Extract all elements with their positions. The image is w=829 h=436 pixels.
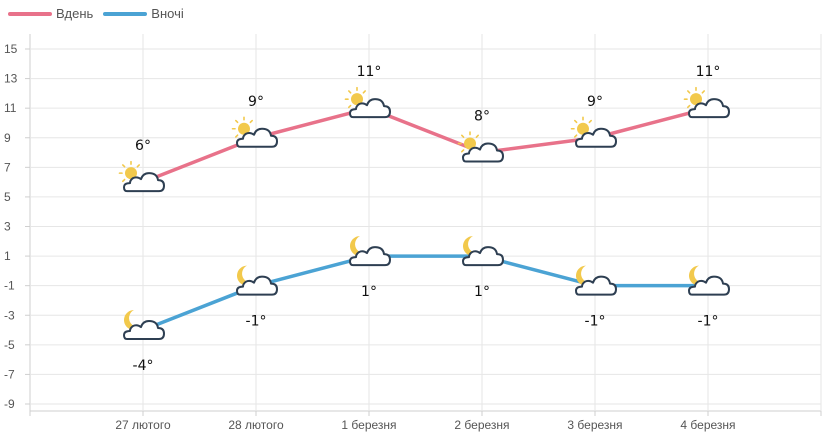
y-tick-label: 15 xyxy=(4,42,18,56)
data-labels: 6° 9° 11° 8° 9° 11° -4° -1° 1° 1° -1° -1° xyxy=(133,64,721,374)
moon-behind-cloud-icon xyxy=(688,265,730,296)
y-tick-label: 7 xyxy=(4,160,11,174)
x-tick-label: 3 березня xyxy=(567,418,622,432)
legend-swatch-day xyxy=(8,11,52,16)
data-label: 1° xyxy=(361,284,377,300)
x-tick-label: 4 березня xyxy=(680,418,735,432)
data-label: 11° xyxy=(696,64,721,80)
x-axis: 27 лютого 28 лютого 1 березня 2 березня 3 бе… xyxy=(115,418,735,432)
sun-behind-cloud-icon xyxy=(457,131,504,163)
moon-behind-cloud-icon xyxy=(462,236,504,267)
sun-behind-cloud-icon xyxy=(231,116,278,148)
y-tick-label: 1 xyxy=(4,249,11,263)
sun-behind-cloud-icon xyxy=(344,86,391,119)
y-tick-label: -5 xyxy=(4,338,15,352)
y-tick-label: 11 xyxy=(4,101,17,115)
y-tick-label: 3 xyxy=(4,220,11,234)
series-line-night xyxy=(142,254,708,332)
legend-label-day: Вдень xyxy=(56,6,94,21)
y-tick-label: -7 xyxy=(4,367,15,381)
data-label: 8° xyxy=(474,109,490,125)
legend-item-day[interactable]: Вдень xyxy=(8,6,93,21)
y-axis: 15 13 11 9 7 5 3 1 -1 -3 -5 -7 -9 xyxy=(4,42,18,411)
sun-behind-cloud-icon xyxy=(683,86,730,119)
x-tick-label: 2 березня xyxy=(454,418,509,432)
y-tick-label: -9 xyxy=(4,397,15,411)
data-label: 11° xyxy=(357,64,382,80)
y-tick-label: 13 xyxy=(4,72,18,86)
y-tick-label: 9 xyxy=(4,131,11,145)
legend-swatch-night xyxy=(103,11,148,16)
data-label: 9° xyxy=(587,94,603,110)
data-label: 6° xyxy=(135,138,151,154)
y-tick-label: -1 xyxy=(4,279,15,293)
sun-behind-cloud-icon xyxy=(118,160,165,193)
x-tick-label: 28 лютого xyxy=(228,418,284,432)
legend-item-night[interactable]: Вночі xyxy=(103,6,184,21)
y-tick-label: 5 xyxy=(4,190,11,204)
moon-behind-cloud-icon xyxy=(349,236,391,267)
legend: Вдень Вночі xyxy=(8,6,184,21)
data-label: 9° xyxy=(248,94,264,110)
sun-behind-cloud-icon xyxy=(570,116,617,148)
x-tick-label: 1 березня xyxy=(341,418,396,432)
data-label: -1° xyxy=(246,314,267,330)
x-tick-label: 27 лютого xyxy=(115,418,171,432)
y-tick-label: -3 xyxy=(4,308,15,322)
data-label: -1° xyxy=(585,314,606,330)
moon-behind-cloud-icon xyxy=(575,265,617,296)
data-label: -4° xyxy=(133,358,154,374)
data-label: -1° xyxy=(698,314,719,330)
data-label: 1° xyxy=(474,284,490,300)
series-lines xyxy=(142,106,709,332)
legend-label-night: Вночі xyxy=(151,6,184,21)
series-line-day xyxy=(142,106,709,184)
